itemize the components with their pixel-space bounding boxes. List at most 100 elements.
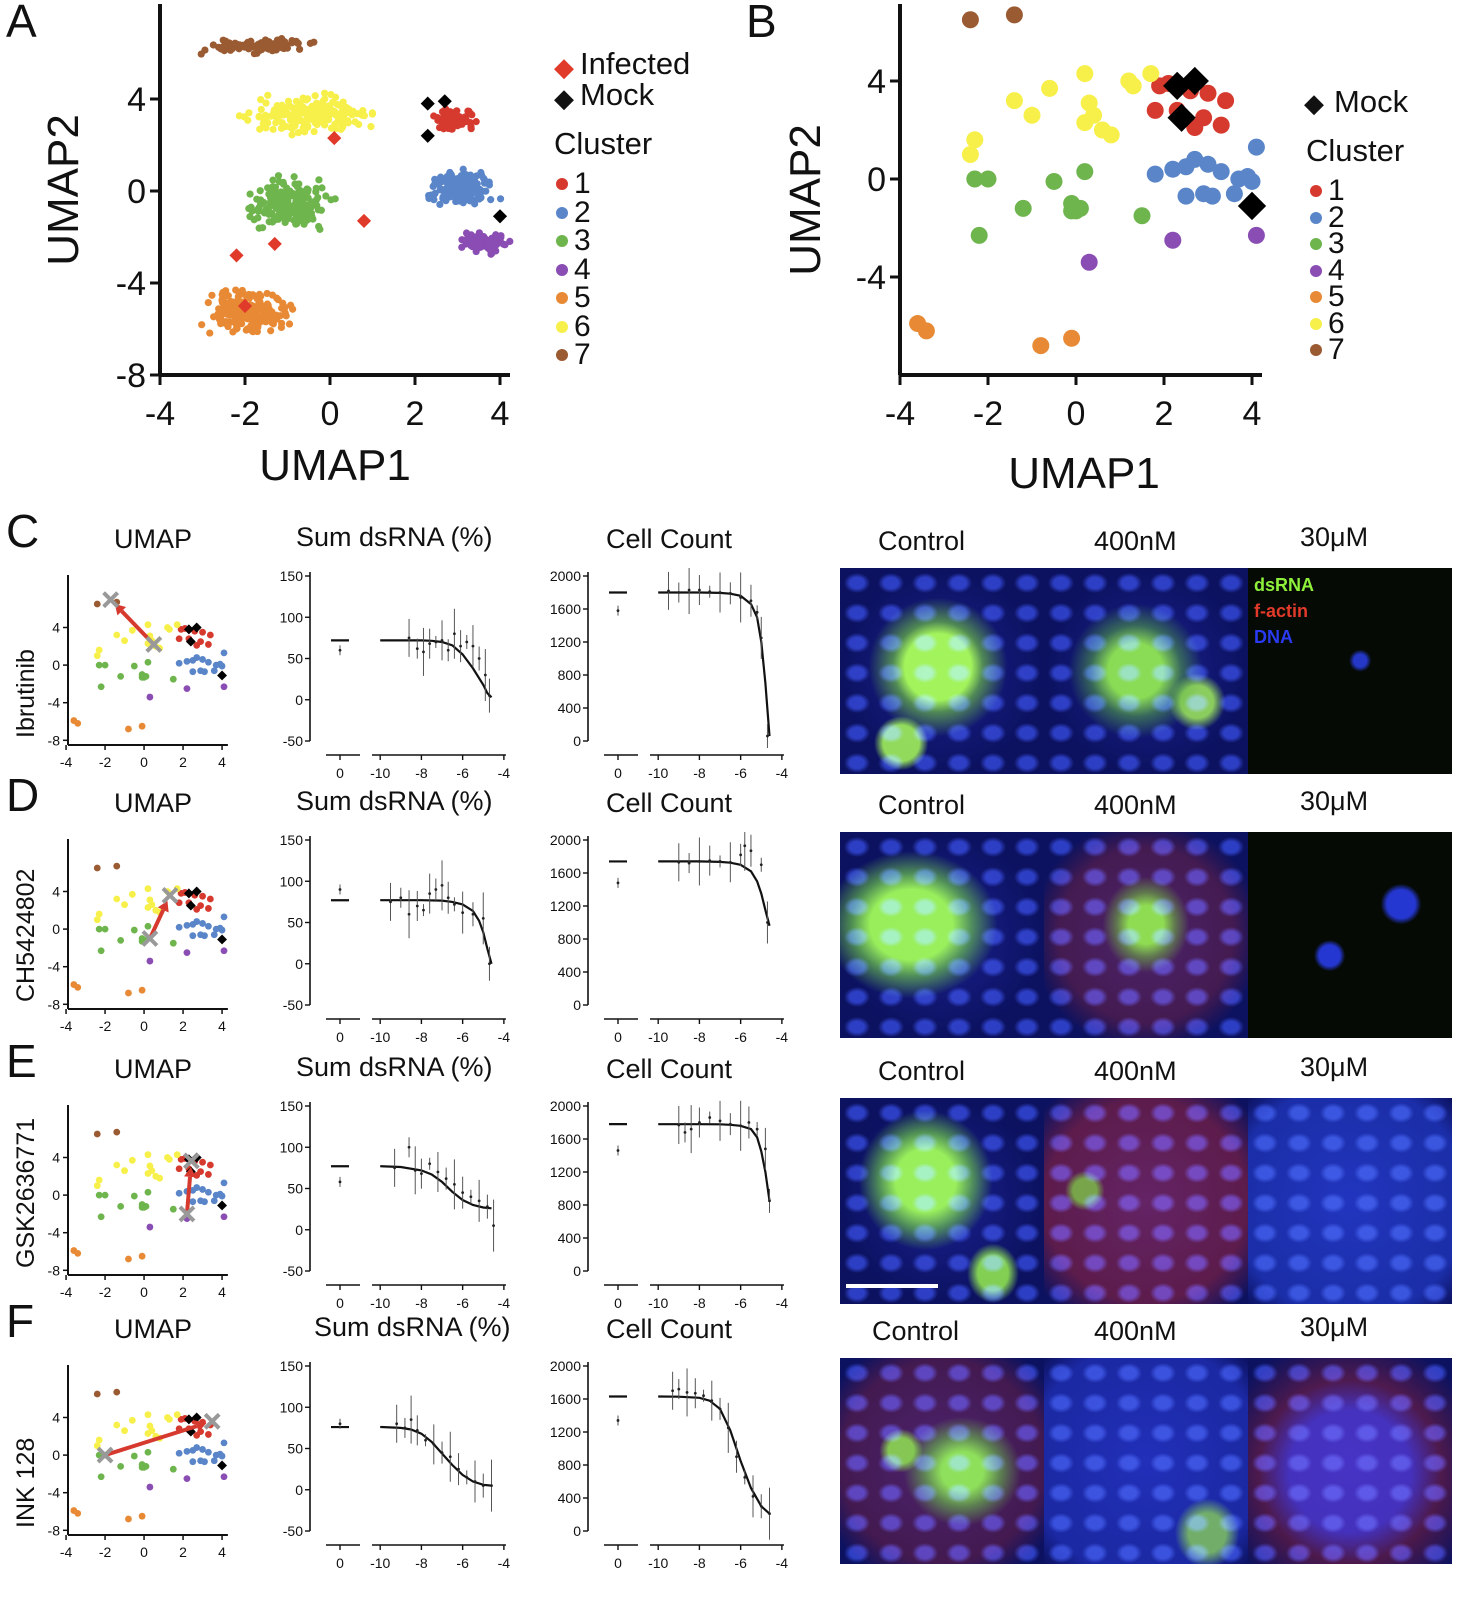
cell-point-cluster-6 bbox=[302, 96, 310, 104]
cell-point-cluster-7 bbox=[236, 41, 244, 49]
data-point bbox=[473, 1480, 477, 1483]
cell-point-cluster-6 bbox=[311, 92, 319, 100]
x-tick-label: 4 bbox=[218, 1544, 226, 1560]
sample-point-cluster-7 bbox=[113, 1388, 121, 1396]
y-tick-label: -4 bbox=[48, 695, 61, 711]
data-point bbox=[718, 591, 722, 594]
cell-point-cluster-5 bbox=[256, 298, 264, 306]
fit-curve bbox=[380, 1165, 492, 1210]
cell-point-cluster-2 bbox=[446, 170, 454, 178]
sample-point-cluster-4 bbox=[146, 693, 154, 701]
sample-point-cluster-3 bbox=[97, 947, 105, 955]
sample-point-cluster-6 bbox=[113, 1161, 121, 1169]
sample-point-cluster-7 bbox=[93, 1130, 101, 1138]
legend-dot-icon bbox=[1310, 185, 1322, 198]
cell-point-cluster-3 bbox=[268, 183, 277, 191]
data-point bbox=[677, 591, 681, 594]
y-tick-label: -8 bbox=[48, 1262, 61, 1278]
data-point bbox=[616, 1149, 620, 1152]
sample-point-cluster-3 bbox=[97, 1473, 105, 1481]
dsrna-dose-response: -50 0 50 100 150 0 -10 -8 -6 -4 bbox=[280, 568, 511, 781]
y-tick-label: -8 bbox=[116, 357, 146, 395]
data-point bbox=[453, 632, 456, 636]
cell-point-cluster-6 bbox=[269, 125, 277, 133]
y-tick-label: -50 bbox=[283, 733, 303, 749]
mock-marker bbox=[183, 1414, 194, 1425]
data-point bbox=[751, 1494, 755, 1498]
sample-point-cluster-1 bbox=[199, 1158, 206, 1166]
nuclei-pattern bbox=[840, 1098, 1044, 1304]
cell-point-cluster-7 bbox=[268, 40, 276, 48]
micrograph-30um: dsRNA f-actin DNA bbox=[1248, 568, 1452, 774]
cell-point-cluster-4 bbox=[469, 238, 477, 246]
cell-point-cluster-3 bbox=[253, 195, 261, 203]
nuclei-pattern bbox=[1248, 1098, 1452, 1304]
cell-point-cluster-6 bbox=[351, 118, 359, 126]
data-point bbox=[428, 892, 432, 896]
cell-point-cluster-6 bbox=[310, 104, 318, 112]
data-point bbox=[689, 1127, 693, 1131]
data-point bbox=[728, 1122, 732, 1126]
data-point bbox=[422, 908, 425, 912]
sample-point-cluster-1 bbox=[193, 905, 201, 913]
legend-dot-icon bbox=[556, 178, 568, 191]
x-tick-label: 2 bbox=[179, 754, 187, 770]
cell-point-cluster-6 bbox=[368, 110, 376, 118]
cell-count-title: Cell Count bbox=[606, 1054, 733, 1084]
sample-point-cluster-6 bbox=[1041, 79, 1059, 97]
dsrna-title: Sum dsRNA (%) bbox=[296, 1052, 493, 1082]
cell-point-cluster-3 bbox=[301, 187, 309, 195]
sample-point-cluster-5 bbox=[917, 322, 935, 340]
cell-point-cluster-5 bbox=[289, 305, 297, 313]
cell-point-cluster-5 bbox=[285, 320, 294, 328]
cell-point-cluster-3 bbox=[264, 206, 272, 214]
y-tick-label: 0 bbox=[867, 161, 886, 199]
fit-curve bbox=[658, 1123, 771, 1202]
x-tick-label: -4 bbox=[776, 1295, 789, 1311]
sample-point-cluster-7 bbox=[93, 1390, 101, 1398]
sample-point-cluster-6 bbox=[144, 621, 152, 629]
sample-point-cluster-6 bbox=[164, 1154, 171, 1161]
sample-point-cluster-5 bbox=[74, 1509, 82, 1517]
umap-scatter-averaged: -4 -2 0 2 4 -4 0 4 UMAP1 UMAP2 bbox=[781, 4, 1267, 498]
x-tick-label: -8 bbox=[693, 765, 706, 781]
sample-point-cluster-3 bbox=[101, 661, 109, 669]
data-point bbox=[747, 1121, 751, 1124]
x-tick-label: -4 bbox=[498, 1555, 511, 1571]
sample-point-cluster-1 bbox=[206, 631, 214, 639]
cell-point-cluster-6 bbox=[367, 122, 375, 131]
legend-cluster-label: 3 bbox=[574, 224, 591, 258]
sample-point-cluster-2 bbox=[201, 1458, 208, 1466]
position-cross-icon bbox=[141, 930, 159, 947]
sample-point-cluster-6 bbox=[1120, 72, 1138, 90]
data-point bbox=[403, 1426, 407, 1430]
sample-point-cluster-3 bbox=[169, 1465, 177, 1473]
cell-point-cluster-6 bbox=[339, 112, 348, 120]
data-point bbox=[693, 1391, 697, 1395]
y-tick-label: 0 bbox=[52, 1447, 60, 1463]
data-point bbox=[465, 1475, 469, 1479]
legend-cluster-5: 5 bbox=[1310, 281, 1345, 312]
sample-point-cluster-2 bbox=[189, 932, 197, 940]
cell-point-cluster-3 bbox=[269, 176, 277, 184]
x-tick-label: 2 bbox=[179, 1018, 187, 1034]
cell-point-cluster-3 bbox=[318, 184, 326, 192]
cell-point-cluster-5 bbox=[221, 317, 230, 326]
cell-point-cluster-3 bbox=[290, 173, 298, 181]
sample-point-cluster-2 bbox=[189, 668, 197, 676]
data-point bbox=[440, 638, 444, 642]
cell-point-cluster-4 bbox=[476, 243, 485, 251]
legend-cluster-label: 5 bbox=[1328, 280, 1345, 314]
cell-point-cluster-6 bbox=[240, 113, 248, 121]
sample-point-cluster-6 bbox=[144, 1151, 152, 1159]
mini-umap: -4 -2 0 2 4 -8 -4 0 4 bbox=[48, 575, 228, 770]
data-point bbox=[399, 896, 403, 900]
sample-point-cluster-2 bbox=[220, 1439, 228, 1447]
cell-point-cluster-6 bbox=[301, 105, 309, 113]
legend-dot-icon bbox=[1310, 344, 1322, 357]
legend-cluster-2: 2 bbox=[1310, 202, 1345, 233]
data-point bbox=[749, 599, 753, 603]
sample-point-cluster-2 bbox=[1186, 150, 1204, 168]
cell-point-cluster-3 bbox=[314, 206, 322, 214]
y-tick-label: -8 bbox=[48, 732, 61, 748]
